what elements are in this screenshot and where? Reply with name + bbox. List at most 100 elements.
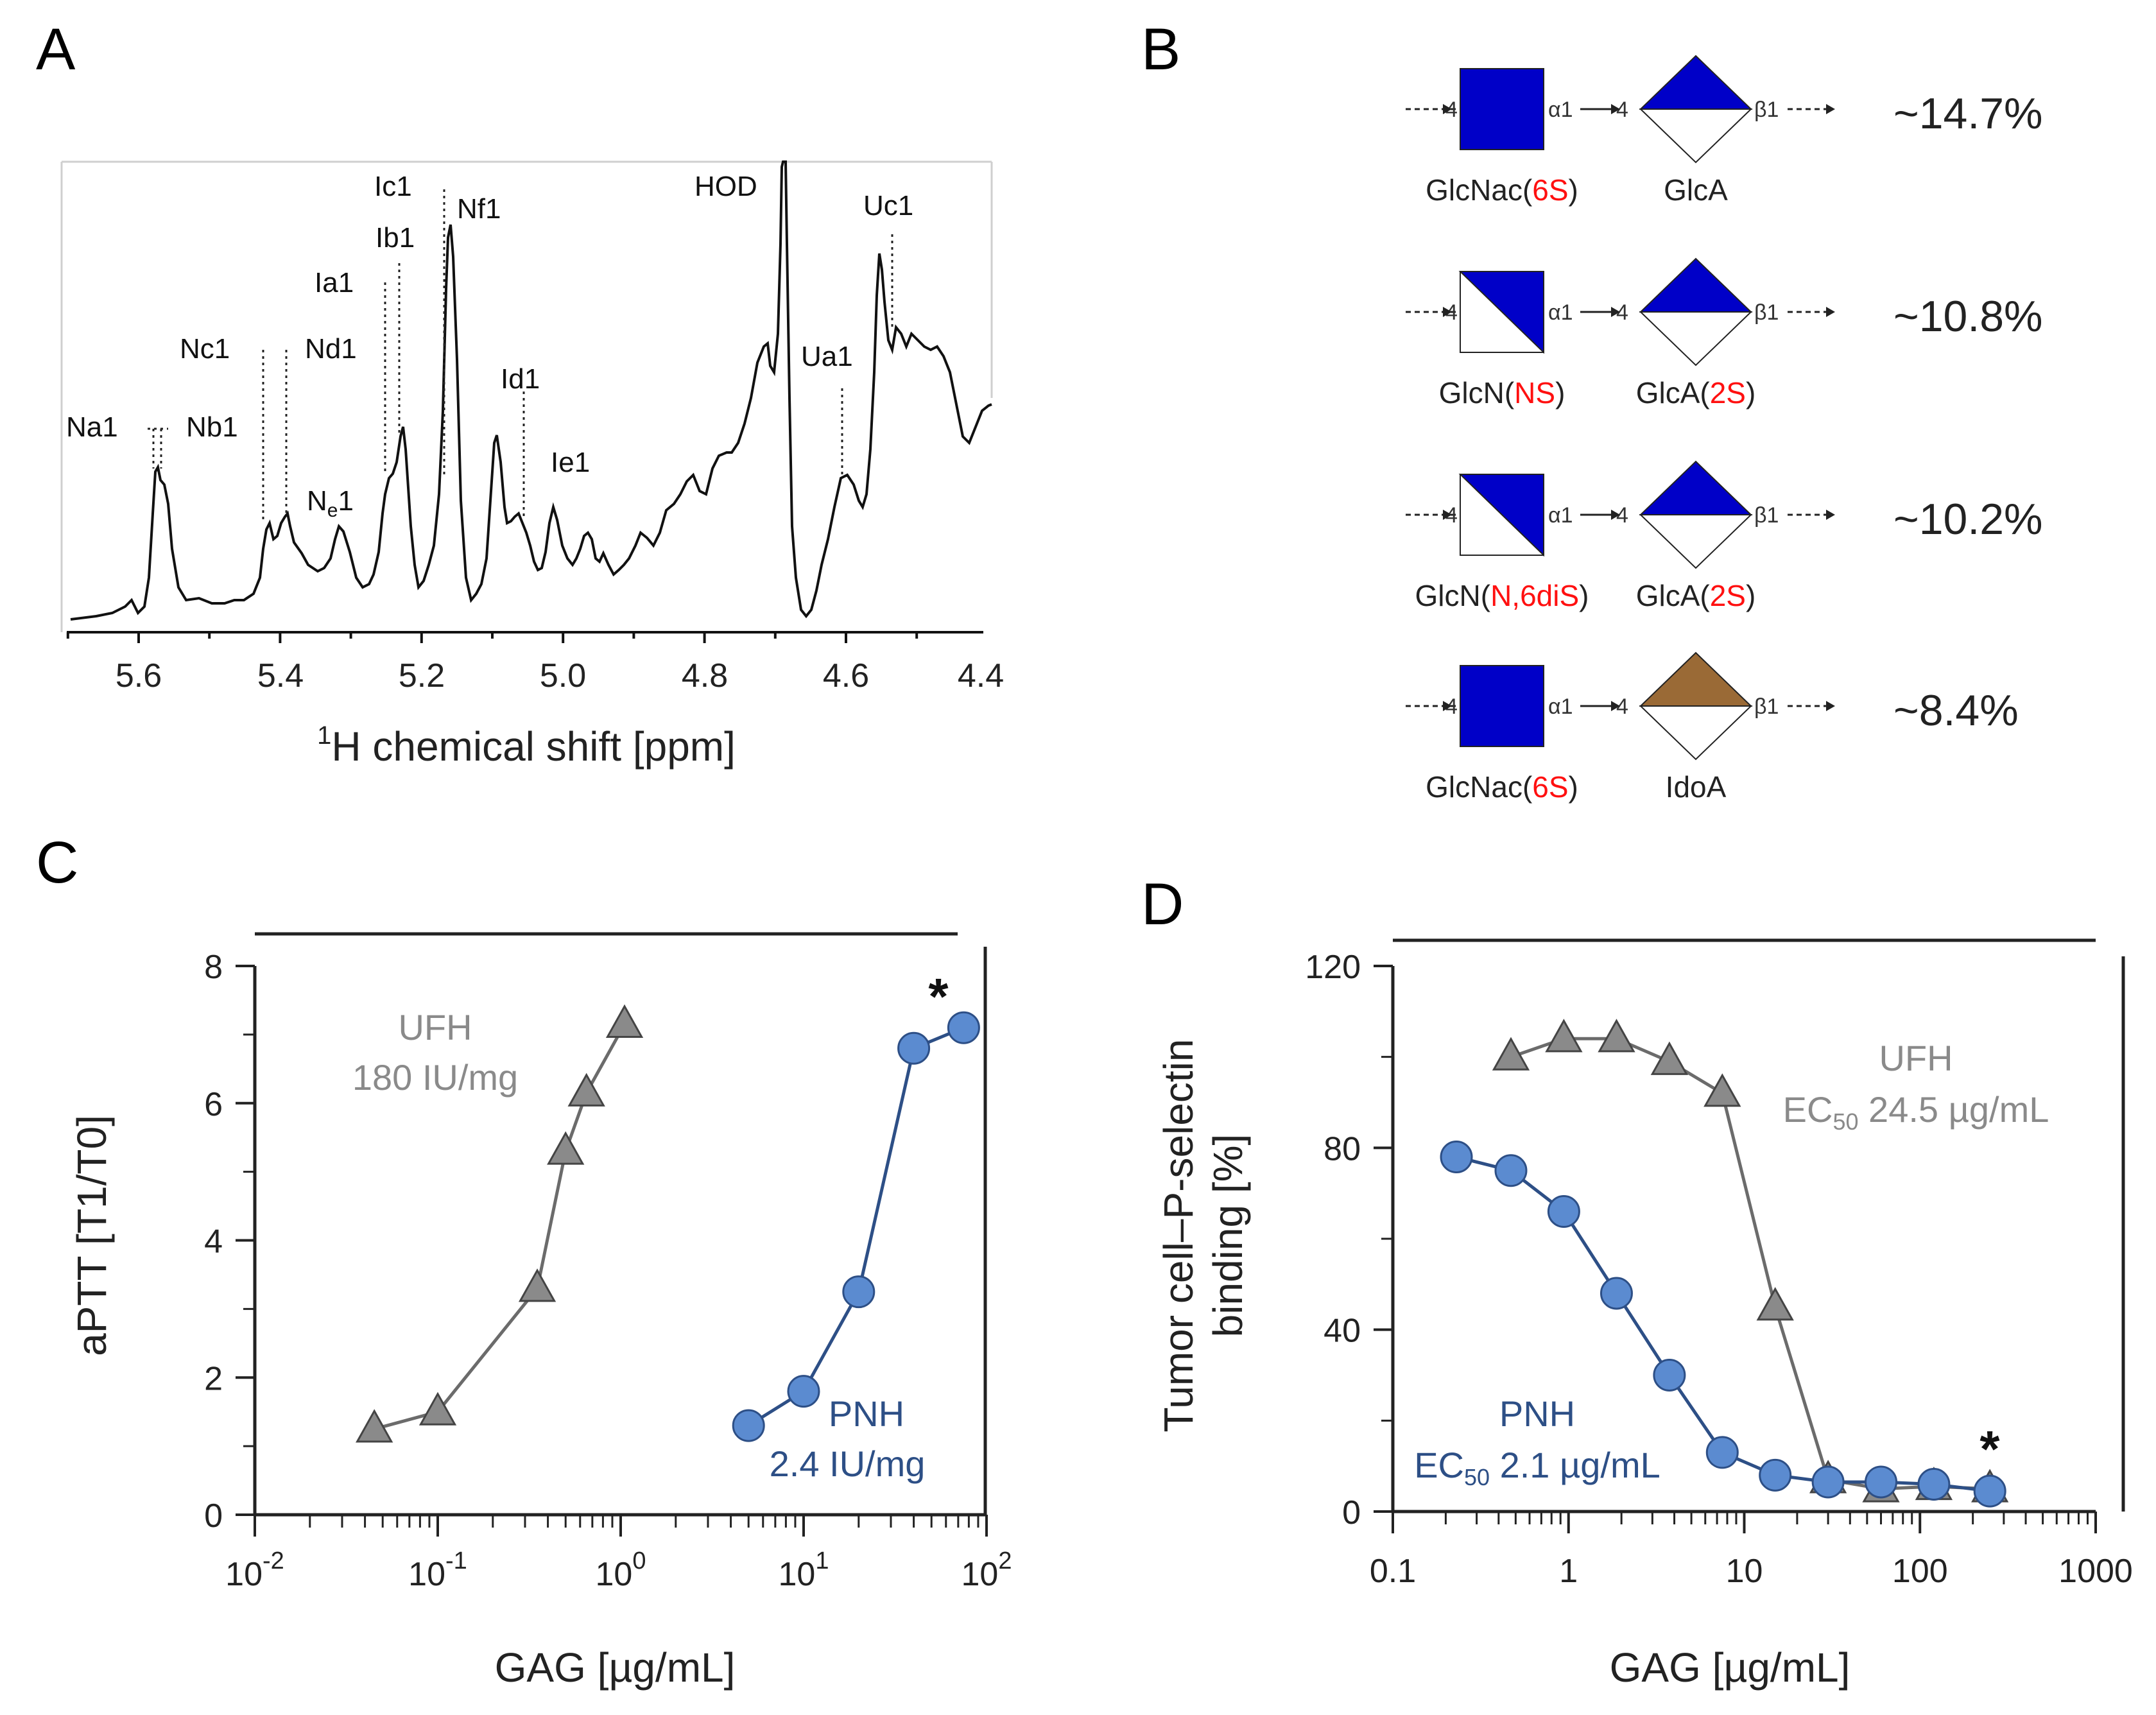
nmr-tick-label: 5.6 <box>116 657 162 694</box>
link-label-4: 4 <box>1445 503 1458 528</box>
link-label-4: 4 <box>1616 694 1628 719</box>
peak-label-ib1: Ib1 <box>375 222 415 254</box>
pnh-circle-point <box>1600 1277 1633 1310</box>
idoa-diamond-bottom-icon <box>1639 705 1753 761</box>
peak-label-hod: HOD <box>694 171 757 202</box>
glycan-name-1: GlcN(NS) <box>1439 376 1565 409</box>
glca-diamond-bottom-icon <box>1639 108 1753 164</box>
chart-d-marks <box>1440 1019 2009 1508</box>
series-line-ufh <box>1510 1037 1990 1491</box>
peak-label-nd1: Nd1 <box>305 333 357 365</box>
nmr-peak-markers <box>148 189 893 523</box>
nmr-peak-labels: Na1 Nb1 Nc1 Nd1 Ne1 Ia1 Ib1 Ic1 Nf1 Id1 … <box>66 171 913 521</box>
glycan-name-1: GlcNac(6S) <box>1426 770 1578 804</box>
link-label-beta1: β1 <box>1754 98 1779 122</box>
chart-d-pnh-label: PNH <box>1499 1393 1575 1434</box>
y-tick-label: 2 <box>204 1360 223 1397</box>
chart-d-pnh-ec50: EC50 2.1 µg/mL <box>1414 1445 1660 1490</box>
y-tick-label: 8 <box>204 949 223 986</box>
nmr-tick-label: 5.4 <box>257 657 304 694</box>
link-label-4: 4 <box>1445 98 1458 122</box>
link-label-beta1: β1 <box>1754 300 1779 325</box>
ufh-triangle-point <box>1598 1019 1635 1053</box>
nmr-tick-label: 4.4 <box>958 657 1004 694</box>
glycan-row: 4 α1 4 β1 GlcN(N,6diS) GlcA(2S) ~10.2% <box>1406 460 2043 612</box>
chart-d-y-axis-title-line1: Tumor cell–P-selectin <box>1155 1039 1202 1433</box>
link-label-4: 4 <box>1616 98 1628 122</box>
peak-label-nc1: Nc1 <box>180 333 230 365</box>
pnh-circle-point <box>1440 1141 1473 1173</box>
glycan-name-2: GlcA(2S) <box>1636 376 1756 409</box>
nmr-tick-label: 4.6 <box>823 657 869 694</box>
x-tick-label: 1000 <box>2058 1553 2133 1590</box>
y-tick-label: 6 <box>204 1086 223 1123</box>
glcnac-square-icon <box>1460 68 1544 150</box>
pnh-circle-point <box>1865 1465 1898 1499</box>
ufh-triangle-point <box>356 1409 393 1443</box>
x-tick-label: 100 <box>1892 1553 1948 1590</box>
nmr-x-axis-title: 1H chemical shift [ppm] <box>317 721 736 770</box>
chart-d-ufh-ec50: EC50 24.5 µg/mL <box>1783 1089 2049 1135</box>
glycan-name-1: GlcN(N,6diS) <box>1415 579 1589 612</box>
panel-letter-c: C <box>36 830 78 895</box>
nmr-tick-label: 4.8 <box>682 657 728 694</box>
chart-d-ufh-label: UFH <box>1879 1038 1953 1078</box>
series-line-pnh <box>747 1026 965 1427</box>
pnh-circle-point <box>732 1409 765 1442</box>
peak-label-nb1: Nb1 <box>186 411 238 443</box>
glca-diamond-bottom-icon <box>1639 514 1753 569</box>
pnh-circle-point <box>787 1375 820 1408</box>
x-tick-label: 10 <box>1726 1553 1763 1590</box>
glycan-percent: ~10.8% <box>1893 292 2043 341</box>
peak-label-uc1: Uc1 <box>863 190 913 221</box>
pnh-circle-point <box>1917 1468 1951 1501</box>
glycan-name-1: GlcNac(6S) <box>1426 173 1578 207</box>
pnh-circle-point <box>1759 1458 1792 1492</box>
glycan-percent: ~14.7% <box>1893 89 2043 138</box>
link-arrowheads <box>1443 104 1835 711</box>
chart-d-x-axis-title: GAG [µg/mL] <box>1610 1644 1850 1691</box>
link-label-alpha1: α1 <box>1548 694 1573 719</box>
panel-d-pselectin-chart: D 0.1 1 10 100 1000 0 40 80 120 GAG [µg/mL] Tumo… <box>1141 872 2133 1691</box>
glcn-square-half-icon <box>1458 474 1544 557</box>
panel-a-nmr-spectrum: A 5.6 5.4 5.2 5.0 4.8 4.6 4.4 1H chemica… <box>36 17 1004 770</box>
link-label-4: 4 <box>1616 300 1628 325</box>
y-tick-label: 40 <box>1324 1313 1361 1350</box>
peak-label-ic1: Ic1 <box>374 171 412 202</box>
glcnac-square-icon <box>1460 665 1544 747</box>
peak-label-ia1: Ia1 <box>315 267 354 298</box>
link-label-alpha1: α1 <box>1548 300 1573 325</box>
panel-letter-b: B <box>1141 17 1180 82</box>
glca-diamond-top-icon <box>1639 460 1753 515</box>
glca-diamond-bottom-icon <box>1639 311 1753 366</box>
ufh-triangle-point <box>567 1073 605 1107</box>
x-tick-label: 0.1 <box>1370 1553 1416 1590</box>
nmr-x-tick-labels: 5.6 5.4 5.2 5.0 4.8 4.6 4.4 <box>116 657 1004 694</box>
ufh-triangle-point <box>1650 1041 1689 1075</box>
x-tick-label: 102 <box>962 1547 1012 1593</box>
nmr-tick-label: 5.0 <box>540 657 586 694</box>
nmr-tick-label: 5.2 <box>399 657 445 694</box>
idoa-diamond-top-icon <box>1639 651 1753 707</box>
pnh-circle-point <box>1494 1154 1528 1187</box>
peak-label-nf1: Nf1 <box>457 193 501 225</box>
chart-c-axes: 10-2 10-1 100 101 102 0 2 4 6 8 <box>204 949 1012 1593</box>
nmr-x-ticks <box>66 632 918 643</box>
chart-c-ufh-label: UFH <box>398 1007 472 1047</box>
chart-c-significance-star: * <box>928 968 949 1025</box>
glycan-row: 4 α1 4 β1 GlcN(NS) GlcA(2S) ~10.8% <box>1406 257 2043 409</box>
peak-label-ne1: Ne1 <box>307 485 354 521</box>
panel-letter-a: A <box>36 17 76 82</box>
pnh-circle-point <box>1811 1465 1845 1499</box>
chart-d-significance-star: * <box>1979 1420 2000 1478</box>
glcn-square-half-icon <box>1458 271 1544 354</box>
x-tick-label: 100 <box>596 1547 646 1593</box>
chart-c-marks <box>356 1004 980 1443</box>
nmr-spectrum-trace <box>70 160 992 621</box>
glycan-name-2: GlcA <box>1664 173 1728 207</box>
ufh-triangle-point <box>1703 1073 1741 1107</box>
chart-c-x-axis-title: GAG [µg/mL] <box>495 1644 736 1691</box>
chart-c-pnh-potency: 2.4 IU/mg <box>770 1444 926 1484</box>
glca-diamond-top-icon <box>1639 55 1753 110</box>
